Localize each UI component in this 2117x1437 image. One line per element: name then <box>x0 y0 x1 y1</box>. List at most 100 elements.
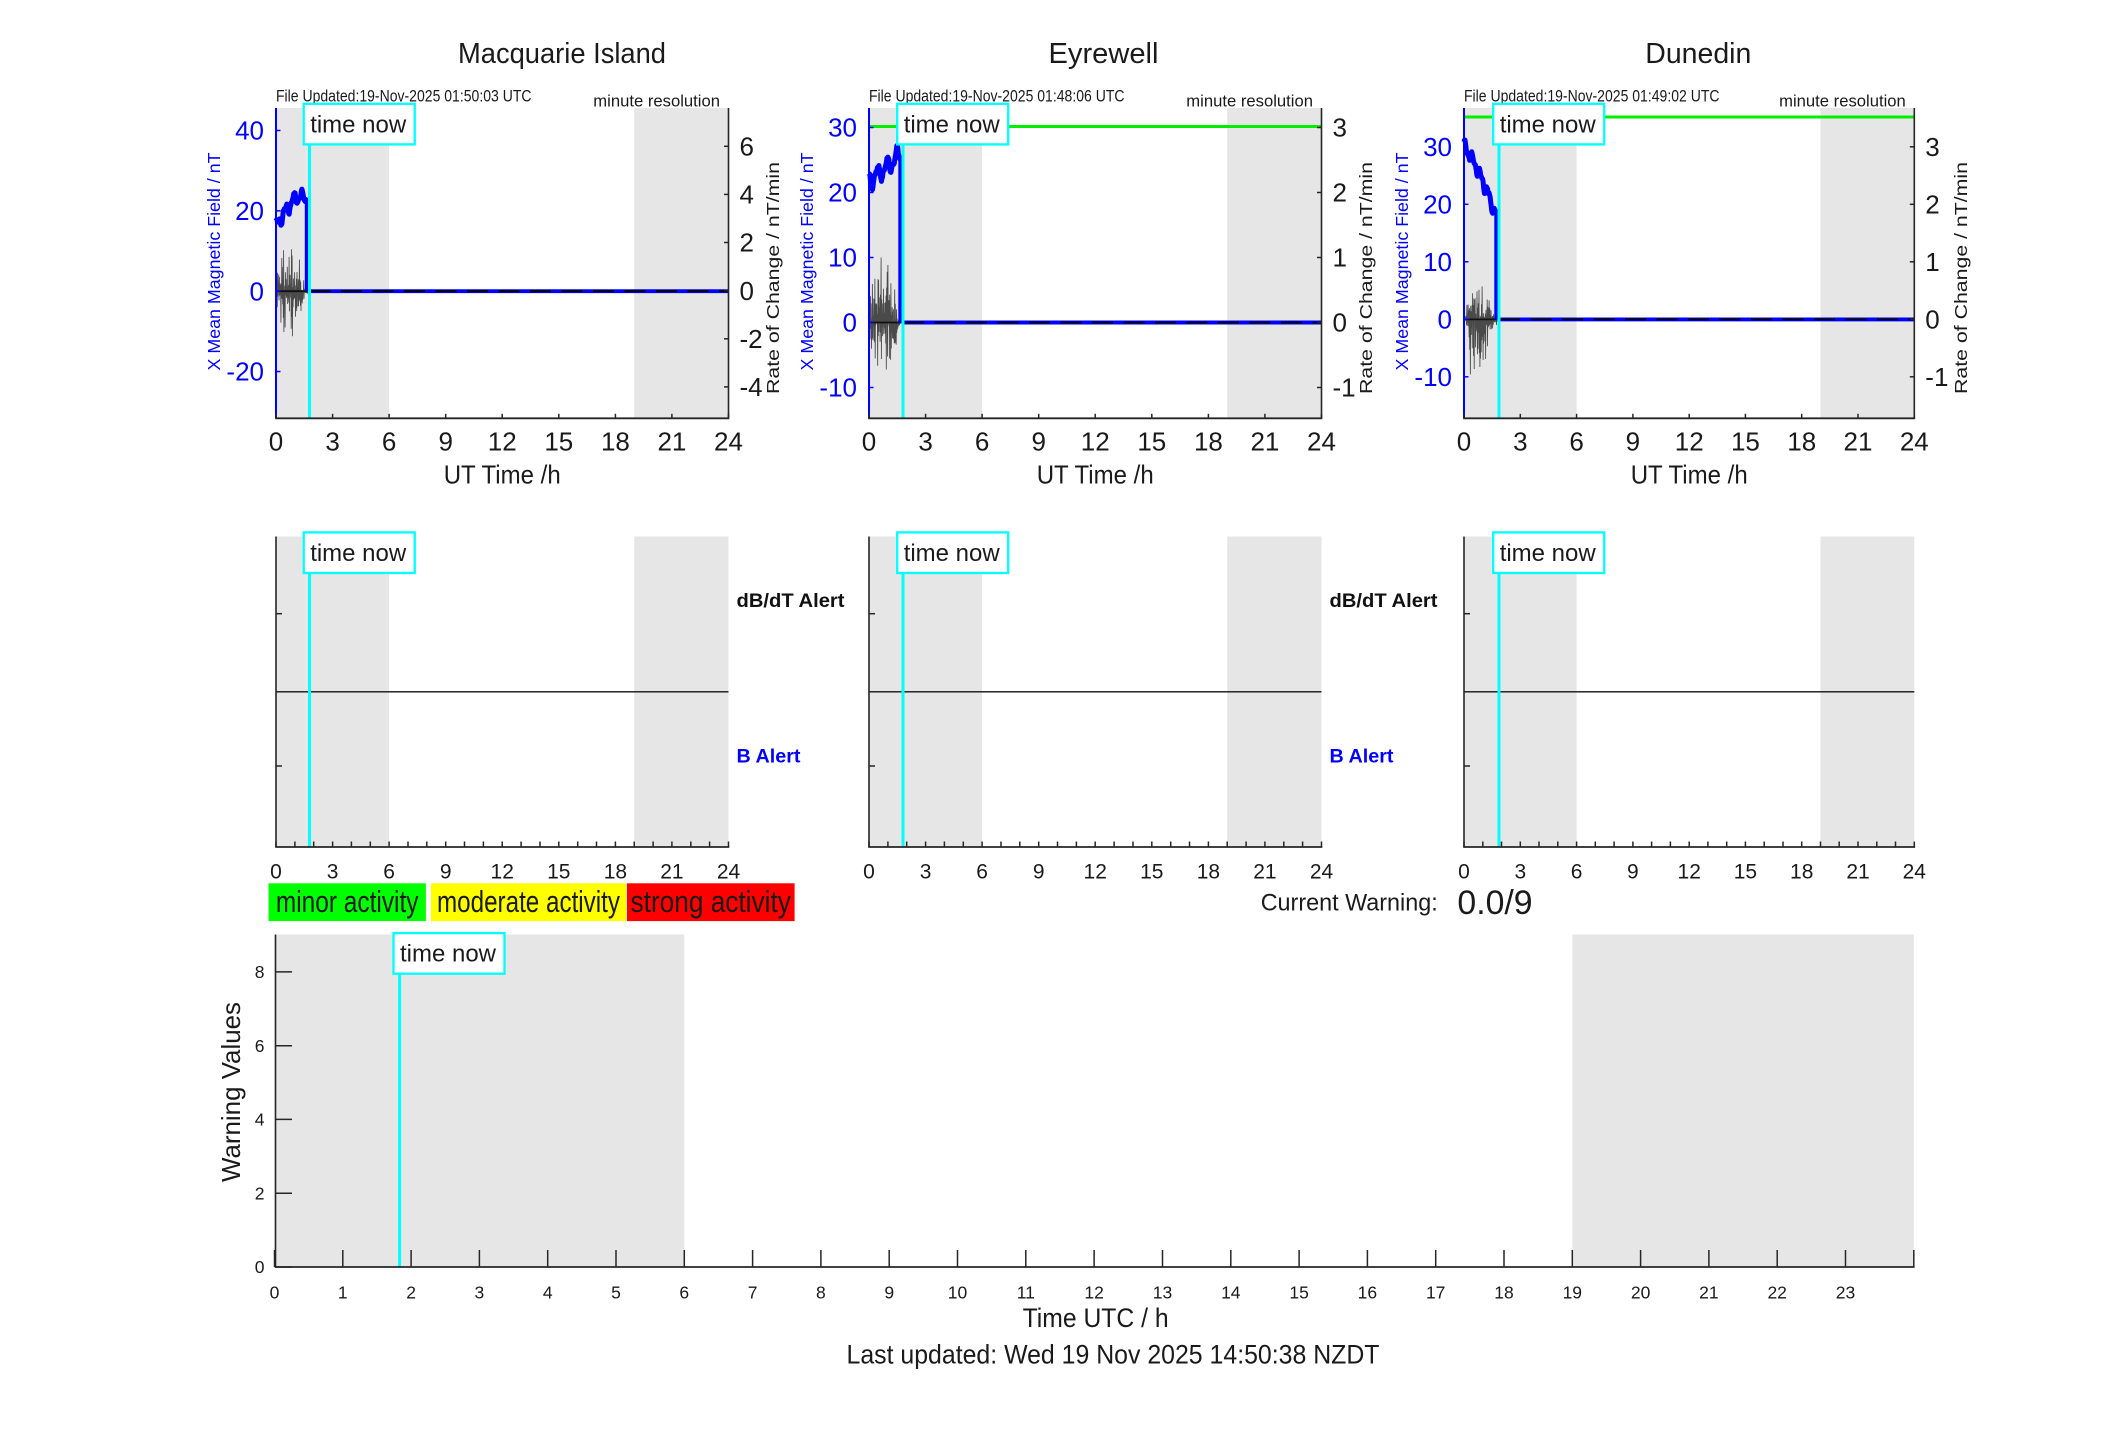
svg-text:40: 40 <box>235 116 264 146</box>
svg-text:6: 6 <box>1571 861 1583 884</box>
svg-text:time now: time now <box>1500 540 1597 567</box>
svg-text:dB/dT Alert: dB/dT Alert <box>737 590 846 612</box>
svg-text:strong activity: strong activity <box>631 884 792 919</box>
svg-text:20: 20 <box>235 196 264 226</box>
svg-text:12: 12 <box>1084 861 1107 884</box>
svg-text:6: 6 <box>382 427 396 457</box>
svg-text:6: 6 <box>976 861 988 884</box>
svg-text:16: 16 <box>1358 1282 1377 1302</box>
svg-text:12: 12 <box>1084 1282 1103 1302</box>
svg-text:19: 19 <box>1563 1282 1582 1302</box>
svg-text:-1: -1 <box>1333 373 1356 403</box>
svg-text:-4: -4 <box>740 372 763 402</box>
svg-text:Rate of Change / nT/min: Rate of Change / nT/min <box>763 162 783 394</box>
svg-text:0: 0 <box>862 427 876 457</box>
svg-text:minute resolution: minute resolution <box>1779 93 1906 111</box>
svg-text:dB/dT Alert: dB/dT Alert <box>1330 590 1439 612</box>
svg-text:0: 0 <box>255 1257 265 1277</box>
svg-text:3: 3 <box>1513 427 1527 457</box>
svg-text:3: 3 <box>1514 861 1526 884</box>
svg-text:5: 5 <box>611 1282 621 1302</box>
svg-text:-2: -2 <box>740 324 763 354</box>
svg-text:X Mean Magnetic Field / nT: X Mean Magnetic Field / nT <box>1392 152 1412 370</box>
svg-text:2: 2 <box>255 1183 265 1203</box>
svg-text:X Mean Magnetic Field / nT: X Mean Magnetic Field / nT <box>797 152 817 370</box>
svg-text:21: 21 <box>657 427 686 457</box>
svg-text:0: 0 <box>863 861 875 884</box>
svg-text:3: 3 <box>918 427 932 457</box>
svg-text:3: 3 <box>475 1282 485 1302</box>
svg-text:20: 20 <box>828 178 857 208</box>
svg-text:1: 1 <box>338 1282 348 1302</box>
svg-text:15: 15 <box>1140 861 1163 884</box>
svg-text:24: 24 <box>1903 861 1927 884</box>
svg-text:UT Time /h: UT Time /h <box>444 460 561 490</box>
svg-text:0: 0 <box>269 427 283 457</box>
svg-text:UT Time /h: UT Time /h <box>1037 460 1154 490</box>
svg-text:0: 0 <box>270 1282 280 1302</box>
svg-text:18: 18 <box>1790 861 1813 884</box>
svg-text:12: 12 <box>488 427 517 457</box>
svg-text:0: 0 <box>740 276 754 306</box>
svg-text:2: 2 <box>740 228 754 258</box>
svg-text:3: 3 <box>1333 113 1347 143</box>
svg-text:9: 9 <box>884 1282 894 1302</box>
svg-text:21: 21 <box>1699 1282 1718 1302</box>
svg-text:3: 3 <box>325 427 339 457</box>
svg-text:20: 20 <box>1631 1282 1651 1302</box>
svg-text:18: 18 <box>1787 427 1816 457</box>
svg-text:20: 20 <box>1423 190 1452 220</box>
svg-text:2: 2 <box>406 1282 416 1302</box>
svg-text:File Updated:19-Nov-2025 01:48: File Updated:19-Nov-2025 01:48:06 UTC <box>869 88 1125 106</box>
svg-text:UT Time /h: UT Time /h <box>1631 460 1748 490</box>
svg-text:Rate of Change / nT/min: Rate of Change / nT/min <box>1356 162 1376 394</box>
svg-text:File Updated:19-Nov-2025 01:49: File Updated:19-Nov-2025 01:49:02 UTC <box>1464 88 1720 106</box>
svg-text:18: 18 <box>604 861 627 884</box>
svg-text:30: 30 <box>1423 132 1452 162</box>
svg-text:21: 21 <box>1253 861 1276 884</box>
svg-text:21: 21 <box>1846 861 1869 884</box>
svg-text:1: 1 <box>1333 243 1347 273</box>
svg-text:9: 9 <box>438 427 452 457</box>
svg-text:minor activity: minor activity <box>276 884 419 919</box>
svg-text:21: 21 <box>660 861 683 884</box>
svg-text:9: 9 <box>440 861 452 884</box>
svg-text:10: 10 <box>828 243 857 273</box>
svg-text:9: 9 <box>1033 861 1045 884</box>
svg-text:2: 2 <box>1333 178 1347 208</box>
svg-text:-1: -1 <box>1925 362 1948 392</box>
svg-text:15: 15 <box>1289 1282 1308 1302</box>
svg-text:24: 24 <box>714 427 743 457</box>
svg-text:moderate activity: moderate activity <box>437 884 620 919</box>
svg-text:-20: -20 <box>226 357 264 387</box>
svg-text:9: 9 <box>1031 427 1045 457</box>
svg-text:Rate of Change / nT/min: Rate of Change / nT/min <box>1951 162 1971 394</box>
svg-text:B Alert: B Alert <box>737 745 801 767</box>
svg-text:-10: -10 <box>819 373 857 403</box>
svg-text:0.0/9: 0.0/9 <box>1457 884 1532 922</box>
svg-text:24: 24 <box>1310 861 1334 884</box>
svg-text:18: 18 <box>1194 427 1223 457</box>
svg-text:3: 3 <box>327 861 339 884</box>
svg-text:Macquarie Island: Macquarie Island <box>458 38 666 70</box>
svg-text:File Updated:19-Nov-2025 01:50: File Updated:19-Nov-2025 01:50:03 UTC <box>276 88 532 106</box>
svg-text:4: 4 <box>255 1110 265 1130</box>
svg-text:18: 18 <box>1494 1282 1513 1302</box>
svg-text:21: 21 <box>1250 427 1279 457</box>
svg-text:15: 15 <box>1137 427 1166 457</box>
svg-text:6: 6 <box>679 1282 689 1302</box>
svg-text:15: 15 <box>547 861 570 884</box>
svg-text:B Alert: B Alert <box>1330 745 1394 767</box>
svg-text:time now: time now <box>310 111 407 138</box>
svg-text:Dunedin: Dunedin <box>1645 38 1751 70</box>
svg-text:time now: time now <box>400 941 497 968</box>
svg-text:24: 24 <box>1900 427 1929 457</box>
svg-text:8: 8 <box>816 1282 826 1302</box>
svg-text:21: 21 <box>1844 427 1873 457</box>
svg-text:6: 6 <box>383 861 395 884</box>
svg-text:6: 6 <box>740 132 754 162</box>
svg-text:15: 15 <box>544 427 573 457</box>
svg-text:1: 1 <box>1925 247 1939 277</box>
svg-text:15: 15 <box>1731 427 1760 457</box>
svg-text:0: 0 <box>270 861 282 884</box>
